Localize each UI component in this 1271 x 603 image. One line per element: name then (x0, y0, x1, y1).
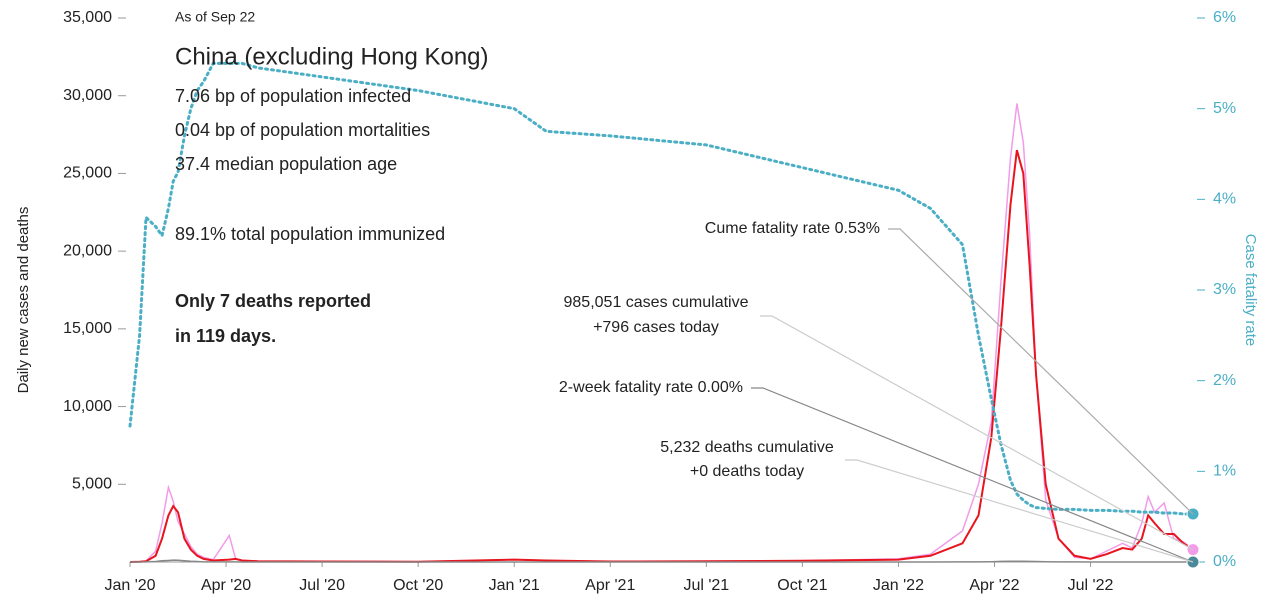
annotation: China (excluding Hong Kong) (175, 43, 489, 70)
series-line (128, 61, 1195, 516)
y2-tick-label: 0% (1213, 553, 1236, 570)
callout-label: 2-week fatality rate 0.00% (559, 379, 743, 396)
x-tick-label: Jul '20 (299, 577, 345, 594)
callout-line (751, 387, 1194, 563)
annotation: Only 7 deaths reported (175, 291, 371, 311)
y2-tick-label: 1% (1213, 463, 1236, 480)
y2-tick-label: 3% (1213, 281, 1236, 298)
annotation: in 119 days. (175, 326, 276, 346)
y-tick-label: 15,000 (63, 320, 112, 337)
y2-tick-label: 6% (1213, 9, 1236, 26)
y2-tick-label: 5% (1213, 100, 1236, 117)
series-line (129, 149, 1194, 563)
series-line (130, 559, 1193, 563)
x-tick-label: Apr '22 (969, 577, 1019, 594)
callout-label: 985,051 cases cumulative (564, 294, 749, 311)
callout-label: +796 cases today (593, 319, 719, 336)
annotation: 0.04 bp of population mortalities (175, 120, 430, 140)
y2-axis-label: Case fatality rate (1242, 234, 1259, 347)
callout-label: Cume fatality rate 0.53% (705, 220, 880, 237)
callout-line (888, 228, 1194, 515)
x-tick-label: Jan '20 (104, 577, 155, 594)
x-tick-label: Apr '21 (585, 577, 635, 594)
y-tick-label: 25,000 (63, 165, 112, 182)
y-tick-label: 10,000 (63, 398, 112, 415)
x-tick-label: Apr '20 (201, 577, 251, 594)
x-tick-label: Jan '21 (489, 577, 540, 594)
y-tick-label: 30,000 (63, 87, 112, 104)
y-tick-label: 5,000 (72, 476, 112, 493)
x-tick-label: Jul '21 (683, 577, 729, 594)
x-tick-label: Jul '22 (1068, 577, 1114, 594)
x-tick-label: Jan '22 (873, 577, 924, 594)
x-tick-label: Oct '20 (393, 577, 443, 594)
y-axis-label: Daily new cases and deaths (15, 207, 32, 394)
y2-tick-label: 4% (1213, 191, 1236, 208)
callout-line (845, 459, 1194, 563)
annotation: 37.4 median population age (175, 154, 397, 174)
y-tick-label: 35,000 (63, 9, 112, 26)
annotation: 7.06 bp of population infected (175, 86, 411, 106)
annotation: As of Sep 22 (175, 9, 255, 25)
y2-tick-label: 2% (1213, 372, 1236, 389)
x-tick-label: Oct '21 (777, 577, 827, 594)
annotation: 89.1% total population immunized (175, 224, 445, 244)
callout-label: +0 deaths today (690, 463, 804, 480)
y-tick-label: 20,000 (63, 242, 112, 259)
callout-line (760, 315, 1194, 551)
callout-label: 5,232 deaths cumulative (660, 439, 834, 456)
